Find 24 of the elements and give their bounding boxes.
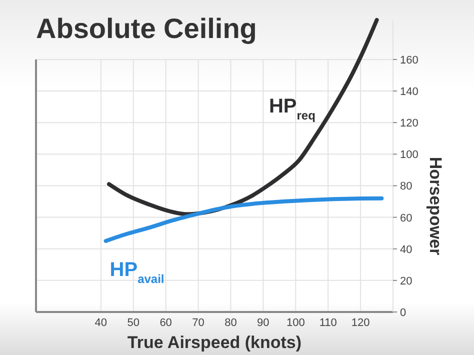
line-series (104, 196, 384, 243)
y-tick-label: 160 (400, 54, 418, 66)
y-tick-label: 20 (400, 275, 412, 288)
y-axis-title: Horsepower (426, 156, 445, 256)
x-tick-label: 80 (224, 317, 237, 329)
x-axis-title: True Airspeed (knots) (127, 333, 302, 352)
y-tick-label: 100 (400, 149, 418, 162)
y-tick-label: 80 (400, 180, 412, 193)
y-tick-label: 0 (400, 307, 406, 319)
x-tick-label: 110 (319, 317, 337, 329)
y-tick-label: 60 (400, 212, 412, 224)
x-tick-label: 90 (257, 317, 270, 329)
x-tick-label: 50 (127, 317, 140, 329)
x-tick-label: 120 (351, 317, 370, 329)
y-tick-label: 120 (400, 118, 418, 130)
x-tick-label: 100 (286, 317, 305, 329)
y-tick-label: 140 (400, 86, 418, 98)
series-label: HP$_{req}$ (268, 95, 316, 122)
y-tick-label: 40 (400, 244, 412, 256)
chart-title: Absolute Ceiling (36, 13, 257, 44)
x-tick-label: 40 (94, 317, 108, 329)
x-tick-label: 60 (160, 317, 172, 329)
x-tick-label: 70 (192, 317, 204, 329)
series-label: HP$_{avail}$ (110, 258, 164, 286)
